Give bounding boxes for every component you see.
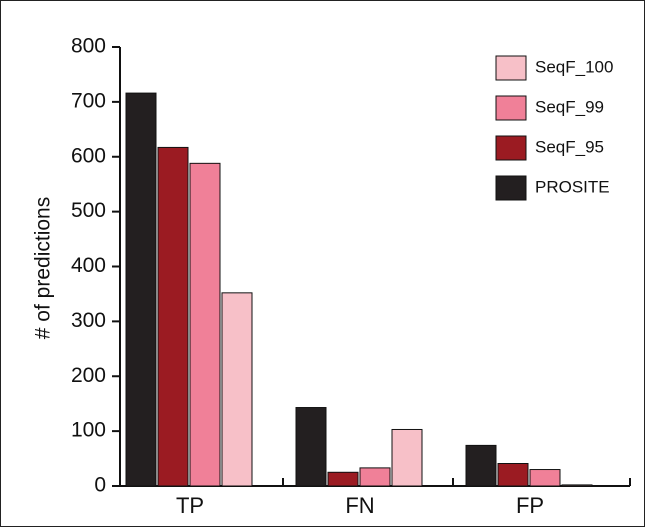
bar [465, 444, 497, 487]
bar [497, 463, 529, 487]
bar [529, 469, 561, 487]
y-tick-label: 600 [71, 144, 106, 167]
x-tick-label: TP [176, 493, 204, 518]
legend-swatch [495, 135, 527, 161]
legend-swatch [495, 95, 527, 121]
bar [391, 428, 423, 487]
y-axis-label: # of predictions [32, 197, 55, 339]
y-tick-label: 200 [71, 364, 106, 387]
y-tick-label: 400 [71, 254, 106, 277]
bar [359, 467, 391, 487]
y-tick-label: 700 [71, 89, 106, 112]
bar [157, 146, 189, 487]
legend-label: SeqF_95 [535, 137, 604, 156]
x-tick-label: FP [516, 493, 544, 518]
legend-swatch [495, 55, 527, 81]
y-tick-label: 0 [94, 474, 106, 497]
bar [125, 92, 157, 487]
y-tick-label: 100 [71, 419, 106, 442]
bar [189, 162, 221, 487]
legend-label: PROSITE [535, 177, 610, 196]
bar [221, 292, 253, 487]
bar [295, 407, 327, 487]
legend-label: SeqF_100 [535, 57, 613, 76]
bar [561, 484, 593, 487]
x-tick-label: FN [345, 493, 374, 518]
y-tick-label: 500 [71, 199, 106, 222]
y-tick-label: 800 [71, 35, 106, 58]
legend-label: SeqF_99 [535, 97, 604, 116]
bar [327, 471, 359, 487]
y-tick-label: 300 [71, 309, 106, 332]
legend-swatch [495, 175, 527, 201]
